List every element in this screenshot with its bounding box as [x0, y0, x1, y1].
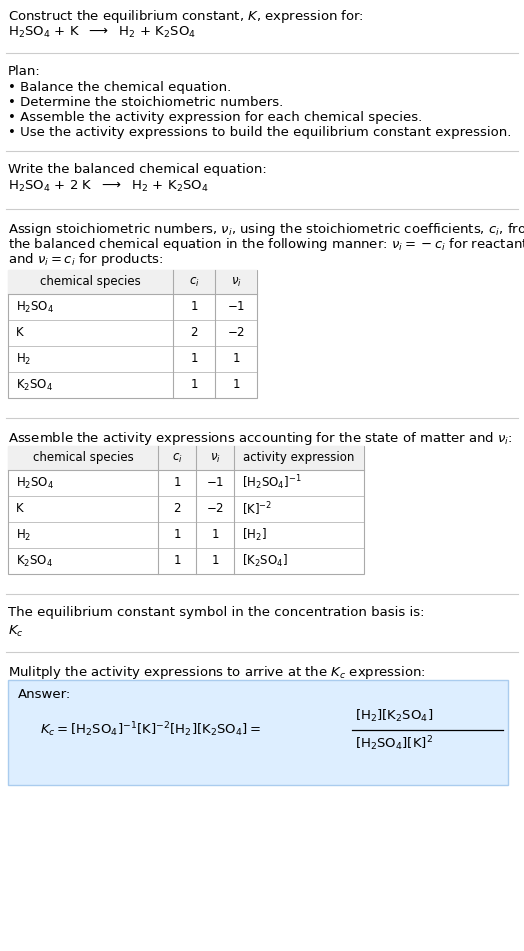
Text: activity expression: activity expression [243, 452, 355, 464]
Text: $-1$: $-1$ [206, 476, 224, 490]
Text: K: K [16, 326, 24, 340]
Text: $[\mathrm{K_2SO_4}]$: $[\mathrm{K_2SO_4}]$ [242, 553, 288, 569]
Text: Assemble the activity expressions accounting for the state of matter and $\nu_i$: Assemble the activity expressions accoun… [8, 430, 512, 447]
Text: K: K [16, 502, 24, 515]
Text: $-2$: $-2$ [206, 502, 224, 515]
Text: $[\mathrm{H_2SO_4}]^{-1}$: $[\mathrm{H_2SO_4}]^{-1}$ [242, 474, 302, 493]
Text: $\mathrm{H_2SO_4}$: $\mathrm{H_2SO_4}$ [16, 476, 54, 491]
Text: $\mathrm{H_2}$: $\mathrm{H_2}$ [16, 528, 31, 543]
Text: $\nu_i$: $\nu_i$ [210, 452, 221, 464]
Text: $[\mathrm{H_2}]$: $[\mathrm{H_2}]$ [242, 527, 267, 543]
Text: $-2$: $-2$ [227, 326, 245, 340]
Text: $\mathrm{H_2SO_4}$ + K  $\longrightarrow$  $\mathrm{H_2}$ + $\mathrm{K_2SO_4}$: $\mathrm{H_2SO_4}$ + K $\longrightarrow$… [8, 25, 196, 40]
Text: $[\mathrm{H_2SO_4}][\mathrm{K}]^2$: $[\mathrm{H_2SO_4}][\mathrm{K}]^2$ [355, 735, 433, 753]
Text: Assign stoichiometric numbers, $\nu_i$, using the stoichiometric coefficients, $: Assign stoichiometric numbers, $\nu_i$, … [8, 221, 524, 238]
Text: $c_i$: $c_i$ [172, 452, 182, 464]
Text: 1: 1 [232, 353, 240, 365]
Text: 1: 1 [211, 529, 219, 541]
Text: • Use the activity expressions to build the equilibrium constant expression.: • Use the activity expressions to build … [8, 126, 511, 139]
Text: The equilibrium constant symbol in the concentration basis is:: The equilibrium constant symbol in the c… [8, 606, 424, 619]
Text: $K_c$: $K_c$ [8, 624, 24, 639]
Bar [8, 446, 364, 574]
Text: chemical species: chemical species [32, 452, 134, 464]
Text: $c_i$: $c_i$ [189, 276, 199, 288]
Bar [8, 680, 508, 785]
Text: $\mathrm{K_2SO_4}$: $\mathrm{K_2SO_4}$ [16, 553, 53, 569]
Text: • Determine the stoichiometric numbers.: • Determine the stoichiometric numbers. [8, 96, 283, 109]
Text: $\mathrm{K_2SO_4}$: $\mathrm{K_2SO_4}$ [16, 378, 53, 393]
Text: and $\nu_i = c_i$ for products:: and $\nu_i = c_i$ for products: [8, 251, 163, 268]
Text: 1: 1 [190, 378, 198, 392]
Text: Plan:: Plan: [8, 65, 41, 78]
Text: 1: 1 [173, 554, 181, 568]
Text: $\nu_i$: $\nu_i$ [231, 276, 242, 288]
Text: chemical species: chemical species [40, 276, 141, 288]
Text: Answer:: Answer: [18, 688, 71, 701]
Text: Write the balanced chemical equation:: Write the balanced chemical equation: [8, 163, 267, 176]
Text: Mulitply the activity expressions to arrive at the $K_c$ expression:: Mulitply the activity expressions to arr… [8, 664, 426, 681]
Text: $[\mathrm{H_2}][\mathrm{K_2SO_4}]$: $[\mathrm{H_2}][\mathrm{K_2SO_4}]$ [355, 708, 433, 724]
Text: 1: 1 [190, 353, 198, 365]
Text: • Assemble the activity expression for each chemical species.: • Assemble the activity expression for e… [8, 111, 422, 124]
Text: 1: 1 [211, 554, 219, 568]
Text: 1: 1 [232, 378, 240, 392]
Text: $K_c = [\mathrm{H_2SO_4}]^{-1} [\mathrm{K}]^{-2} [\mathrm{H_2}][\mathrm{K_2SO_4}: $K_c = [\mathrm{H_2SO_4}]^{-1} [\mathrm{… [40, 721, 261, 739]
Text: • Balance the chemical equation.: • Balance the chemical equation. [8, 81, 231, 94]
Text: $[\mathrm{K}]^{-2}$: $[\mathrm{K}]^{-2}$ [242, 500, 272, 517]
Text: $\mathrm{H_2SO_4}$ + 2 K  $\longrightarrow$  $\mathrm{H_2}$ + $\mathrm{K_2SO_4}$: $\mathrm{H_2SO_4}$ + 2 K $\longrightarro… [8, 179, 209, 194]
Text: the balanced chemical equation in the following manner: $\nu_i = -c_i$ for react: the balanced chemical equation in the fo… [8, 236, 524, 253]
Text: 2: 2 [173, 502, 181, 515]
Text: $\mathrm{H_2SO_4}$: $\mathrm{H_2SO_4}$ [16, 300, 54, 315]
Text: $-1$: $-1$ [227, 301, 245, 314]
Text: Construct the equilibrium constant, $K$, expression for:: Construct the equilibrium constant, $K$,… [8, 8, 364, 25]
Text: 2: 2 [190, 326, 198, 340]
Text: 1: 1 [190, 301, 198, 314]
Text: 1: 1 [173, 476, 181, 490]
Bar [8, 270, 257, 294]
Bar [8, 270, 257, 398]
Bar [8, 446, 364, 470]
Text: 1: 1 [173, 529, 181, 541]
Text: $\mathrm{H_2}$: $\mathrm{H_2}$ [16, 352, 31, 366]
